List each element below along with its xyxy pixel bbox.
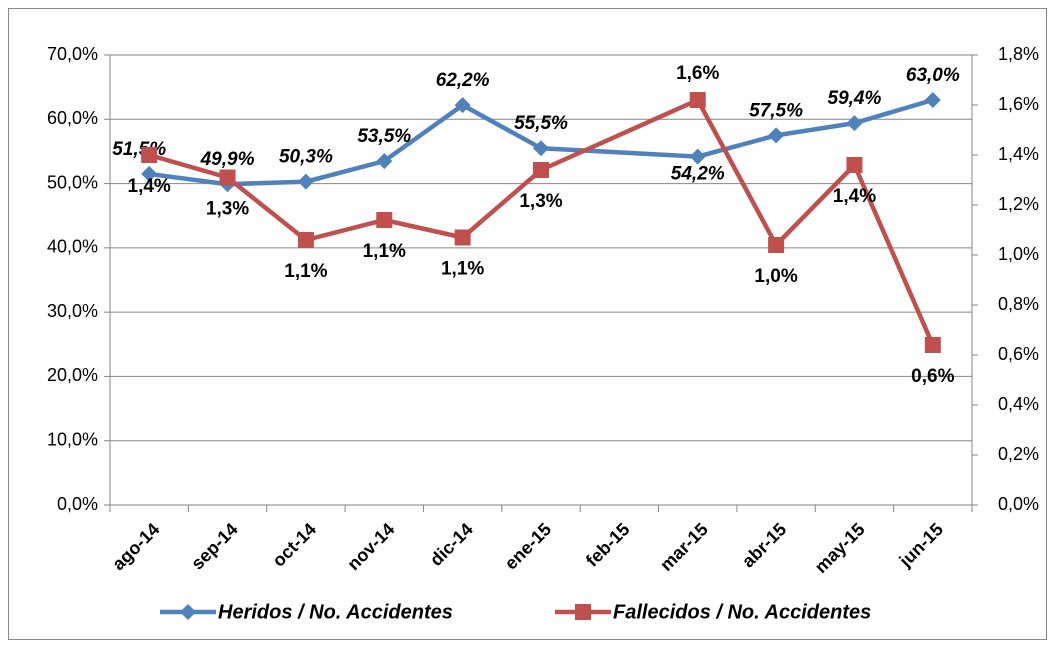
y-tick-label: 10,0% (47, 429, 98, 449)
data-label: 53,5% (357, 126, 411, 147)
point (454, 229, 471, 246)
point (768, 237, 785, 253)
data-label: 1,0% (754, 266, 797, 287)
y-tick-label: 70,0% (47, 44, 98, 64)
y-tick-label: 30,0% (47, 301, 98, 321)
series-line (148, 97, 935, 346)
point (533, 140, 549, 157)
y-tick-label: 60,0% (47, 108, 98, 128)
point (219, 169, 236, 186)
y2-tick-label: 0,6% (998, 344, 1039, 364)
y2-tick-label: 1,4% (998, 144, 1039, 164)
point (297, 173, 314, 190)
y-tick-label: 20,0% (47, 365, 98, 385)
point (846, 157, 863, 173)
chart-border (8, 8, 1047, 640)
point (376, 212, 393, 228)
data-label: 54,2% (671, 164, 725, 185)
y-tick-label: 0,0% (57, 494, 98, 514)
y2-tick-label: 0,0% (998, 494, 1039, 514)
point (768, 127, 785, 144)
y2-tick-label: 1,8% (998, 44, 1039, 64)
data-label: 1,6% (676, 63, 719, 84)
legend-label: Fallecidos / No. Accidentes (613, 601, 871, 623)
y2-tick-label: 0,4% (998, 394, 1039, 414)
legend-marker (575, 604, 591, 620)
data-label: 1,3% (519, 191, 562, 212)
point (141, 147, 158, 163)
data-label: 63,0% (906, 65, 960, 86)
y-tick-label: 50,0% (47, 172, 98, 192)
y-tick-label: 40,0% (47, 237, 98, 257)
legend-marker (180, 604, 196, 620)
data-label: 1,1% (441, 259, 484, 280)
data-label: 1,4% (128, 176, 171, 197)
point (924, 337, 941, 353)
point (846, 115, 863, 132)
point (376, 153, 393, 170)
point (141, 165, 158, 182)
data-label: 0,6% (911, 366, 954, 387)
point (454, 97, 471, 114)
data-label: 62,2% (436, 70, 490, 91)
series-line (148, 97, 934, 187)
y2-tick-label: 1,2% (998, 194, 1039, 214)
data-label: 55,5% (514, 113, 568, 134)
data-label: 1,3% (206, 199, 249, 220)
point (689, 92, 706, 108)
point (297, 232, 314, 248)
point (924, 92, 941, 108)
data-label: 50,3% (279, 147, 333, 168)
legend-label: Heridos / No. Accidentes (218, 601, 453, 623)
data-label: 1,1% (363, 241, 406, 262)
data-label: 49,9% (200, 149, 255, 170)
y2-tick-label: 0,8% (998, 294, 1039, 314)
y2-tick-label: 0,2% (998, 444, 1039, 464)
data-label: 1,4% (833, 186, 876, 207)
y2-tick-label: 1,0% (998, 244, 1039, 264)
data-label: 1,1% (284, 261, 327, 282)
data-label: 57,5% (749, 100, 803, 121)
point (689, 148, 706, 165)
point (533, 162, 549, 178)
data-label: 59,4% (828, 88, 882, 109)
y2-tick-label: 1,6% (998, 94, 1039, 114)
